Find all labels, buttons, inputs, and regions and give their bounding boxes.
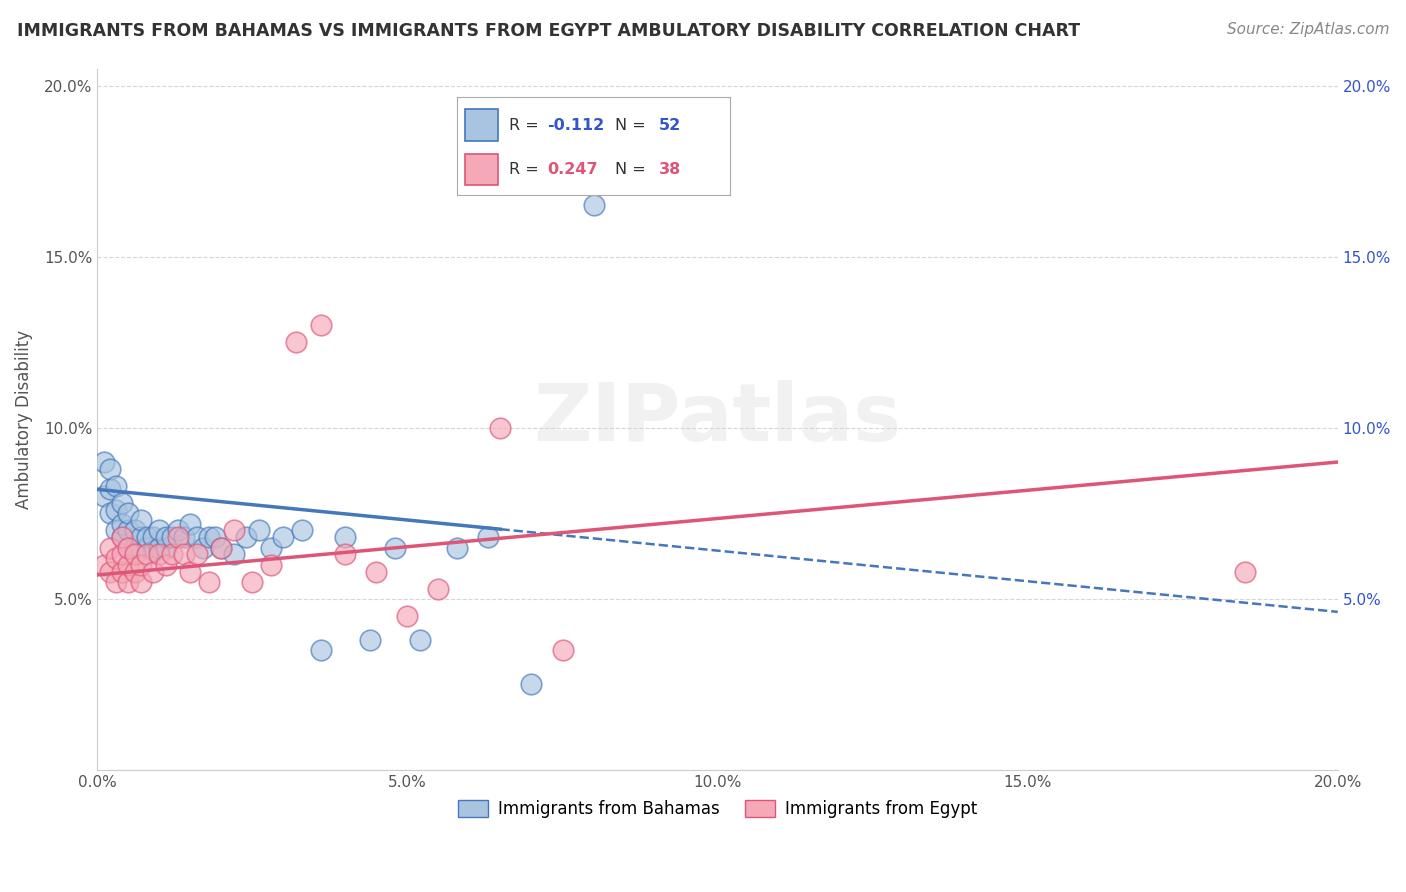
- Point: [124, 541, 146, 555]
- Point: [142, 530, 165, 544]
- Point: [520, 677, 543, 691]
- Point: [148, 524, 170, 538]
- Point: [93, 558, 115, 572]
- Point: [191, 541, 214, 555]
- Point: [104, 479, 127, 493]
- Point: [136, 548, 159, 562]
- Point: [644, 164, 666, 178]
- Point: [104, 574, 127, 589]
- Point: [104, 550, 127, 565]
- Point: [551, 643, 574, 657]
- Point: [335, 530, 357, 544]
- Point: [98, 483, 121, 497]
- Point: [198, 574, 221, 589]
- Point: [124, 548, 146, 562]
- Point: [179, 565, 201, 579]
- Point: [273, 530, 295, 544]
- Point: [98, 507, 121, 521]
- Point: [93, 455, 115, 469]
- Point: [124, 524, 146, 538]
- Text: ZIPatlas: ZIPatlas: [533, 380, 901, 458]
- Point: [111, 516, 134, 531]
- Point: [104, 524, 127, 538]
- Point: [117, 558, 139, 572]
- Point: [111, 565, 134, 579]
- Point: [142, 544, 165, 558]
- Point: [198, 530, 221, 544]
- Point: [222, 524, 245, 538]
- Point: [160, 530, 183, 544]
- Point: [489, 421, 512, 435]
- Point: [477, 530, 499, 544]
- Point: [173, 548, 195, 562]
- Point: [284, 335, 307, 350]
- Point: [309, 318, 332, 333]
- Point: [242, 574, 264, 589]
- Point: [111, 530, 134, 544]
- Point: [98, 462, 121, 476]
- Point: [117, 574, 139, 589]
- Point: [247, 524, 270, 538]
- Point: [409, 632, 432, 647]
- Point: [260, 541, 283, 555]
- Point: [111, 548, 134, 562]
- Point: [129, 574, 152, 589]
- Point: [446, 541, 468, 555]
- Point: [582, 198, 605, 212]
- Point: [93, 489, 115, 503]
- Point: [204, 530, 226, 544]
- Point: [111, 496, 134, 510]
- Point: [117, 541, 139, 555]
- Point: [309, 643, 332, 657]
- Point: [235, 530, 257, 544]
- Point: [359, 632, 381, 647]
- Point: [129, 558, 152, 572]
- Text: Source: ZipAtlas.com: Source: ZipAtlas.com: [1226, 22, 1389, 37]
- Point: [129, 513, 152, 527]
- Point: [384, 541, 406, 555]
- Point: [335, 548, 357, 562]
- Point: [167, 524, 190, 538]
- Point: [366, 565, 388, 579]
- Point: [98, 541, 121, 555]
- Point: [291, 524, 314, 538]
- Point: [186, 530, 208, 544]
- Y-axis label: Ambulatory Disability: Ambulatory Disability: [15, 330, 32, 508]
- Point: [104, 503, 127, 517]
- Point: [1233, 565, 1256, 579]
- Point: [167, 530, 190, 544]
- Point: [117, 524, 139, 538]
- Point: [396, 609, 419, 624]
- Point: [111, 530, 134, 544]
- Point: [173, 530, 195, 544]
- Point: [124, 565, 146, 579]
- Point: [136, 530, 159, 544]
- Point: [136, 541, 159, 555]
- Point: [117, 507, 139, 521]
- Point: [209, 541, 232, 555]
- Point: [427, 582, 450, 596]
- Text: IMMIGRANTS FROM BAHAMAS VS IMMIGRANTS FROM EGYPT AMBULATORY DISABILITY CORRELATI: IMMIGRANTS FROM BAHAMAS VS IMMIGRANTS FR…: [17, 22, 1080, 40]
- Point: [148, 541, 170, 555]
- Point: [186, 548, 208, 562]
- Point: [675, 130, 697, 145]
- Point: [148, 548, 170, 562]
- Point: [155, 558, 177, 572]
- Point: [222, 548, 245, 562]
- Point: [155, 530, 177, 544]
- Legend: Immigrants from Bahamas, Immigrants from Egypt: Immigrants from Bahamas, Immigrants from…: [451, 793, 984, 825]
- Point: [179, 516, 201, 531]
- Point: [142, 565, 165, 579]
- Point: [155, 541, 177, 555]
- Point: [129, 530, 152, 544]
- Point: [260, 558, 283, 572]
- Point: [98, 565, 121, 579]
- Point: [209, 541, 232, 555]
- Point: [117, 541, 139, 555]
- Point: [160, 548, 183, 562]
